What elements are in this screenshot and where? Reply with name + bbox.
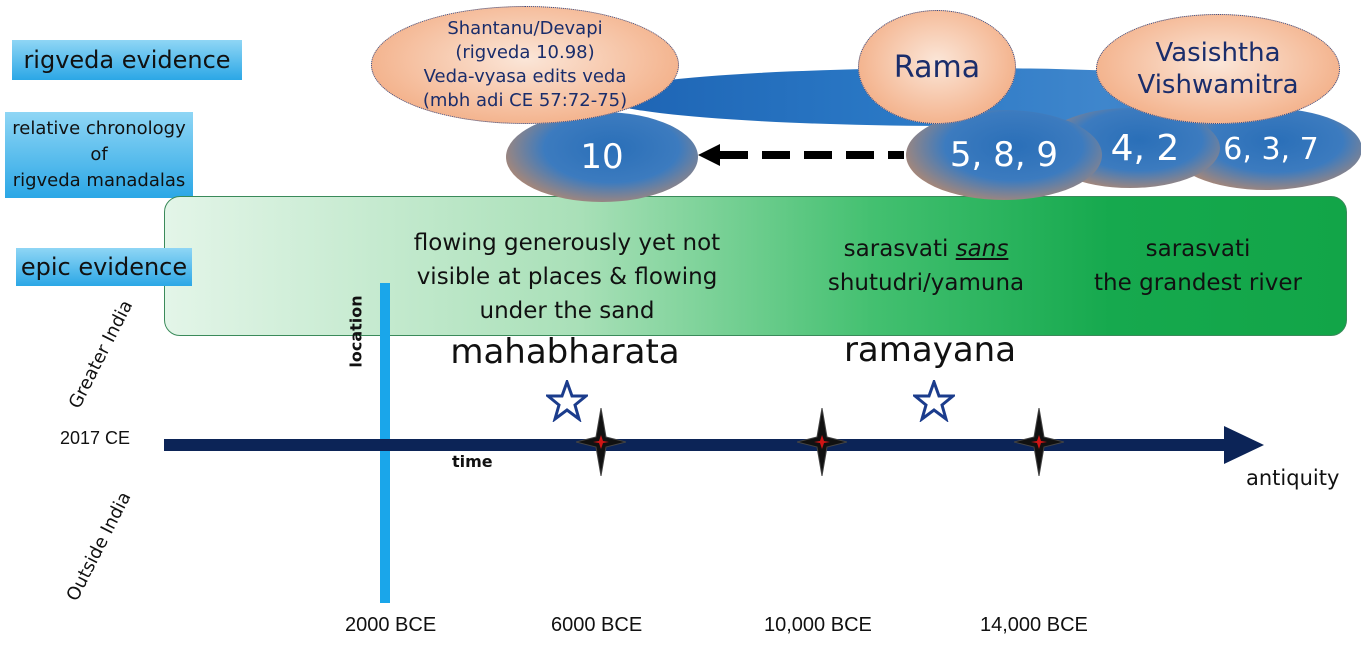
start-label: 2017 CE [60, 428, 131, 448]
rigveda-evidence-text: rigveda evidence [23, 46, 231, 74]
ramayana-star-icon [913, 380, 955, 422]
time-label: time [452, 452, 493, 471]
mandala-5-8-9-text: 5, 8, 9 [949, 135, 1059, 175]
epic-text-mahabharata-era: flowing generously yet not visible at pl… [392, 226, 742, 328]
relative-chronology-line-1: relative chronology [12, 118, 186, 139]
tick-2000-bce: 2000 BCE [345, 614, 437, 636]
tick-6000-bce: 6000 BCE [551, 614, 643, 636]
time-axis-line [164, 439, 1230, 451]
shantanu-line-3: Veda-vyasa edits veda [423, 66, 627, 87]
mandala-5-8-9: 5, 8, 9 [906, 110, 1102, 200]
marker-6000-icon [576, 408, 626, 476]
epic-text-1-line-2: visible at places & flowing [416, 264, 718, 290]
chronology-arrowhead [698, 144, 720, 166]
shantanu-line-4: (mbh adi CE 57:72-75) [422, 90, 628, 111]
rigveda-evidence-label: rigveda evidence [12, 40, 242, 80]
vasishtha-ellipse: Vasishtha Vishwamitra [1096, 14, 1340, 124]
epic-text-3-line-2: the grandest river [1094, 270, 1302, 296]
epic-text-2-em: sans [955, 236, 1009, 262]
shantanu-ellipse: Shantanu/Devapi (rigveda 10.98) Veda-vya… [371, 6, 679, 124]
tick-14000-bce: 14,000 BCE [980, 614, 1088, 636]
epic-text-1-line-1: flowing generously yet not [413, 230, 721, 256]
epic-text-2-pre: sarasvati [843, 236, 956, 262]
tick-10000-bce: 10,000 BCE [764, 614, 872, 636]
epic-evidence-text: epic evidence [20, 253, 188, 281]
epic-text-3-line-1: sarasvati [1145, 236, 1251, 262]
shantanu-line-2: (rigveda 10.98) [455, 42, 595, 63]
ramayana-title: ramayana [843, 330, 1017, 370]
vasishtha-line-1: Vasishtha [1155, 38, 1281, 68]
marker-14000-icon [1014, 408, 1064, 476]
rama-ellipse: Rama [858, 10, 1016, 124]
location-label: location [346, 295, 366, 368]
mandala-10: 10 [506, 112, 698, 202]
epic-text-ramayana-era: sarasvati sans shutudri/yamuna [800, 232, 1052, 300]
vasishtha-line-2: Vishwamitra [1137, 70, 1299, 100]
mahabharata-star-icon [546, 380, 588, 422]
shantanu-line-1: Shantanu/Devapi [447, 18, 603, 39]
epic-text-2-line-2: shutudri/yamuna [827, 270, 1025, 296]
chronology-arrow [698, 144, 904, 166]
greater-india-label: Greater India [64, 296, 138, 413]
epic-text-1-line-3: under the sand [479, 298, 655, 324]
outside-india-label: Outside India [62, 488, 136, 605]
time-axis [164, 426, 1264, 464]
antiquity-label: antiquity [1246, 466, 1340, 490]
mandala-4-2-text: 4, 2 [1110, 127, 1180, 169]
epic-text-ancient-era: sarasvati the grandest river [1076, 232, 1320, 300]
epic-evidence-label: epic evidence [16, 248, 192, 286]
time-axis-arrowhead [1224, 426, 1264, 464]
mandala-10-text: 10 [580, 137, 624, 177]
marker-10000-icon [797, 408, 847, 476]
relative-chronology-label: relative chronology of rigveda manadalas [5, 112, 193, 198]
epic-evidence-box [164, 196, 1347, 336]
mandala-6-3-7-text: 6, 3, 7 [1223, 131, 1319, 167]
mahabharata-title: mahabharata [450, 332, 680, 372]
epic-text-2-line-1: sarasvati sans [800, 232, 1052, 266]
relative-chronology-line-3: rigveda manadalas [12, 170, 186, 191]
relative-chronology-line-2: of [90, 144, 108, 165]
rama-text: Rama [893, 49, 981, 85]
